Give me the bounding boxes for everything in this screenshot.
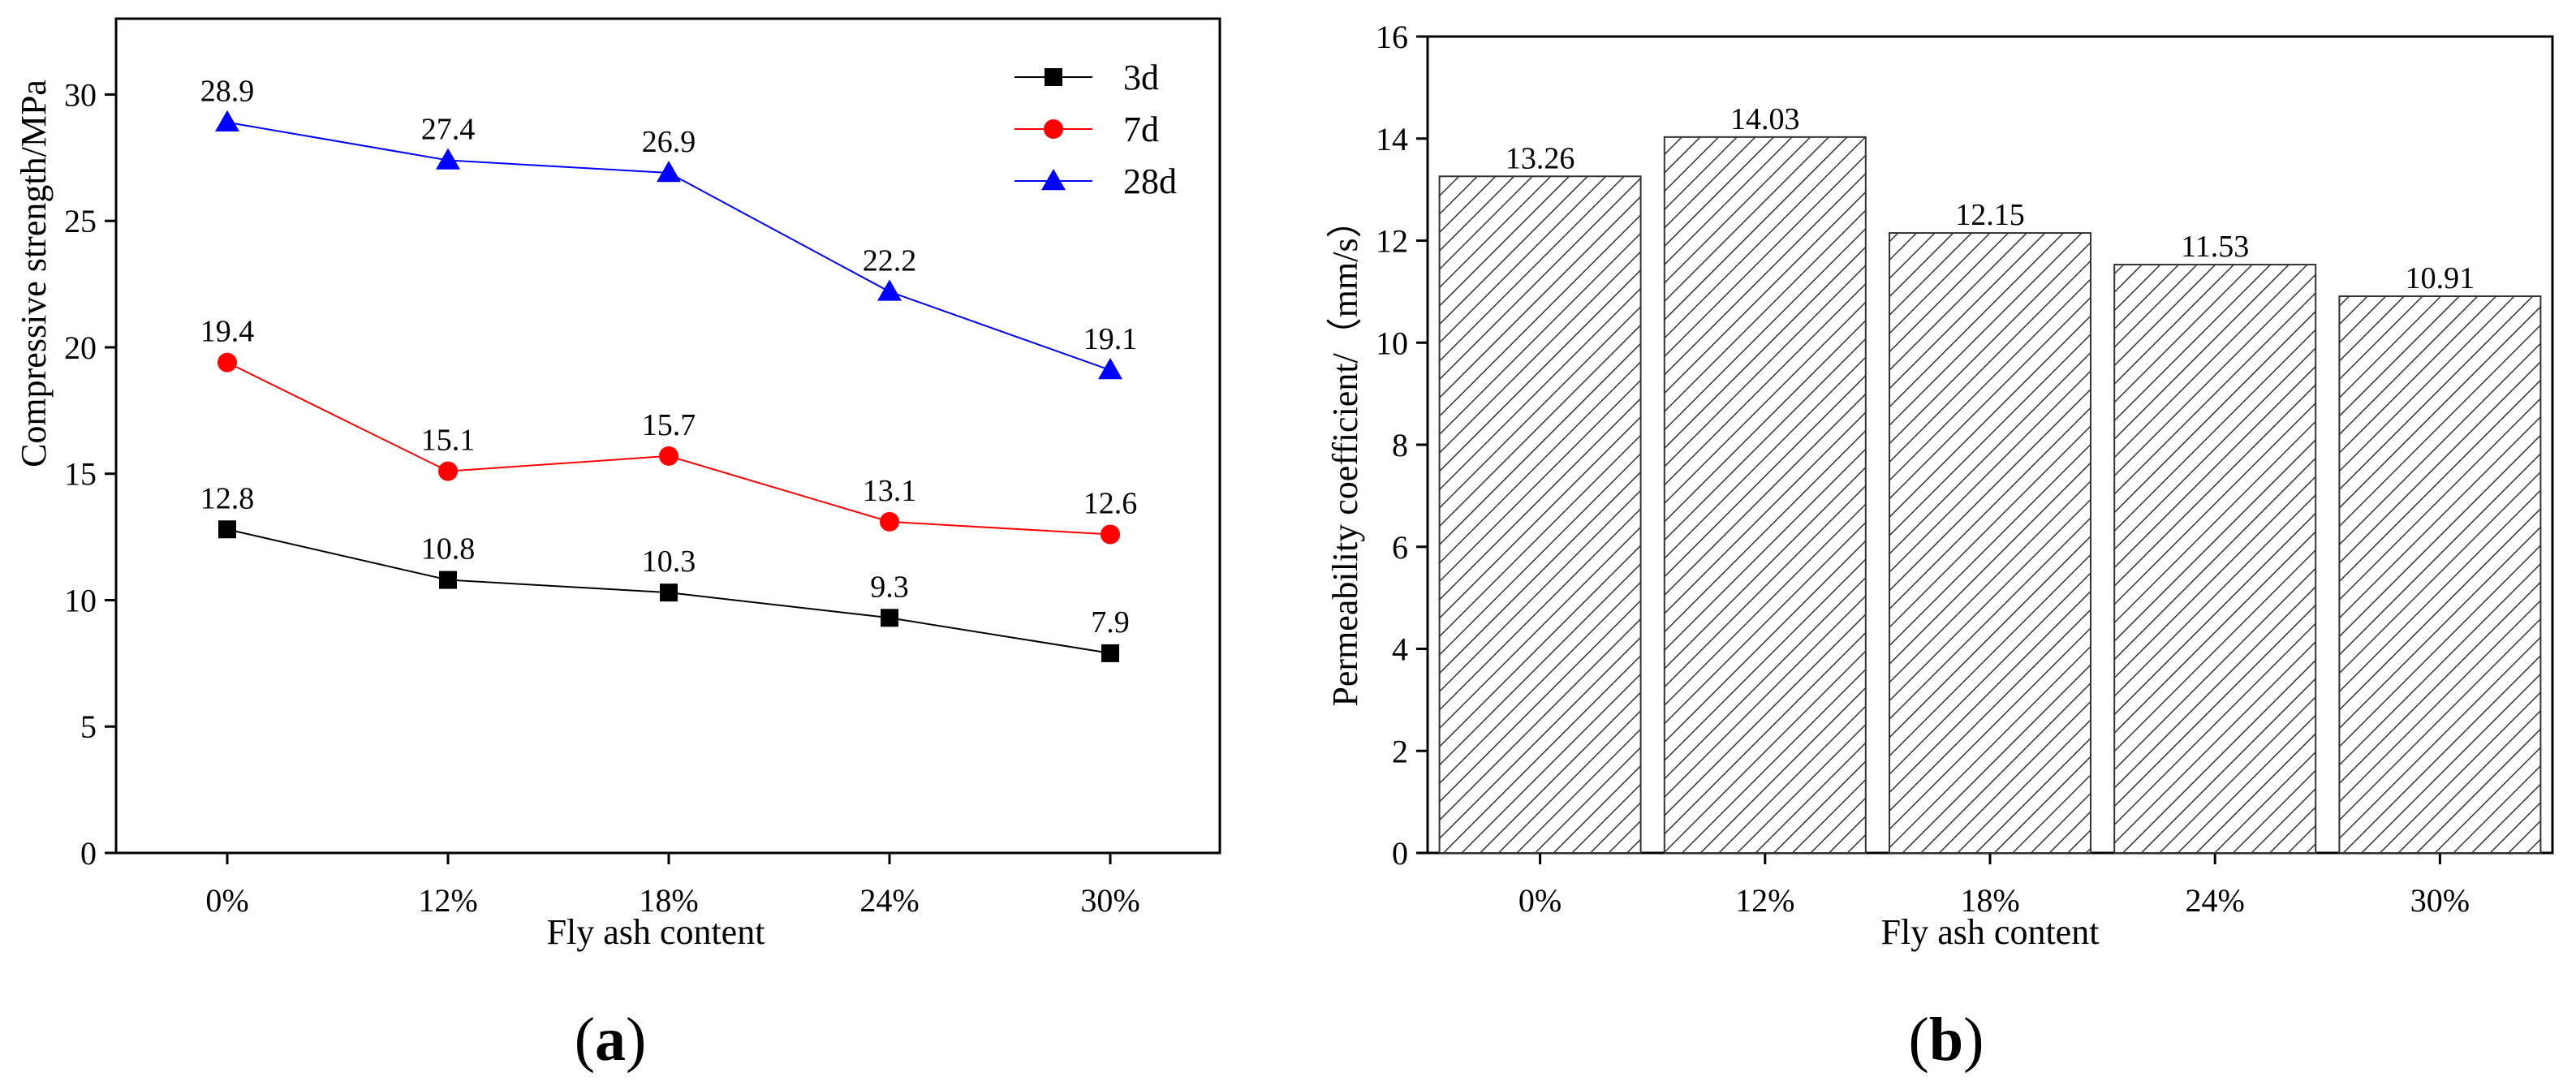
data-label-3d: 9.3 [870,570,909,604]
data-label-3d: 10.8 [421,532,476,566]
x-tick-label: 24% [859,882,919,919]
panel-a-label-letter: a [595,1006,626,1074]
panel-a-legend: 3d 7d 28d [1014,58,1177,201]
panel-b-bars-group: 13.26 14.03 12.15 11.53 10.91 [1438,102,2542,855]
data-label-7d: 19.4 [200,315,255,349]
series-3d: 12.8 10.8 10.3 9.3 7.9 [200,481,1130,662]
data-point-3d [881,609,898,627]
x-tick-label: 12% [418,882,477,919]
data-label-7d: 15.7 [642,408,696,442]
panel-b-label-close: ) [1963,1006,1984,1074]
panel-a-label-open: ( [575,1006,595,1074]
data-point-7d [438,461,458,481]
data-point-7d [218,352,237,373]
panel-a-x-axis: 0% 12% 18% 24% 30% [205,853,1140,919]
series-line-28d [226,121,1111,371]
data-point-7d [880,511,899,532]
y-tick-label: 10 [64,582,97,618]
x-tick-label: 0% [1518,882,1562,919]
y-tick-label: 16 [1376,19,1408,55]
bar-value-label: 12.15 [1955,198,2025,232]
x-tick-label: 30% [2410,882,2470,919]
data-point-3d [218,520,236,539]
panel-a-label-close: ) [626,1006,646,1074]
data-point-3d [660,584,678,602]
panel-a-y-axis-title: Compressive strength/MPa [14,80,54,467]
y-tick-label: 10 [1376,325,1408,361]
bar-18% [1889,232,2091,855]
y-tick-label: 2 [1392,733,1408,769]
panel-a-line-chart: 0 5 10 15 20 25 30 0% 12% 18% 24% 30% 12.8 10.8 10.3… [14,17,1221,1074]
panel-b-label-open: ( [1909,1006,1929,1074]
data-point-28d [657,161,681,183]
bar-12% [1663,136,1867,854]
panel-b-y-axis-title: Permeability coefficient/（mm/s） [1325,202,1365,706]
panel-b-x-axis-title: Fly ash content [1881,912,2100,952]
data-label-3d: 7.9 [1091,605,1130,640]
legend-label-3d: 3d [1123,58,1159,97]
data-label-3d: 10.3 [642,545,696,579]
bar-value-label: 13.26 [1506,141,1575,175]
y-tick-label: 15 [64,456,97,493]
y-tick-label: 4 [1392,631,1408,668]
bar-0% [1438,175,1642,854]
data-label-28d: 22.2 [863,243,917,278]
data-point-28d [1098,358,1122,380]
legend-marker-28d [1041,169,1066,191]
x-tick-label: 18% [1960,882,2019,919]
data-label-3d: 12.8 [200,481,255,515]
bar-value-label: 14.03 [1730,102,1800,136]
data-label-28d: 26.9 [642,125,696,159]
data-point-7d [659,446,678,466]
y-tick-label: 6 [1392,529,1408,566]
panel-a-label: (a) [575,1006,647,1074]
y-tick-label: 30 [64,76,97,113]
legend-label-7d: 7d [1123,110,1159,149]
x-tick-label: 30% [1080,882,1139,919]
y-tick-label: 14 [1376,121,1408,157]
y-tick-label: 0 [1392,835,1408,872]
panel-b-y-axis: 0 2 4 6 8 10 12 14 16 [1376,19,1428,872]
data-label-28d: 28.9 [200,75,255,109]
panel-a-y-axis: 0 5 10 15 20 25 30 [64,76,116,872]
legend-marker-3d [1045,68,1062,86]
data-point-28d [436,148,460,170]
bar-24% [2113,264,2317,854]
data-label-28d: 27.4 [421,112,476,146]
panel-a-x-axis-title: Fly ash content [547,912,765,952]
y-tick-label: 12 [1376,223,1408,260]
data-point-3d [1101,644,1119,662]
panel-b-x-axis: 0% 12% 18% 24% 30% [1518,853,2470,919]
panel-b-label: (b) [1909,1006,1984,1074]
bar-value-label: 11.53 [2181,230,2249,264]
bar-value-label: 10.91 [2406,261,2475,295]
series-28d: 28.9 27.4 26.9 22.2 19.1 [200,75,1138,380]
data-label-7d: 15.1 [421,424,476,458]
y-tick-label: 5 [80,708,97,745]
x-tick-label: 0% [205,882,248,919]
data-point-28d [215,110,239,131]
legend-label-28d: 28d [1123,162,1177,201]
data-label-7d: 13.1 [863,474,917,508]
legend-marker-7d [1044,119,1063,139]
bar-30% [2338,295,2542,854]
y-tick-label: 20 [64,329,97,366]
data-point-3d [439,571,457,589]
data-label-28d: 19.1 [1083,322,1138,356]
panel-b-label-letter: b [1929,1006,1963,1074]
x-tick-label: 24% [2186,882,2245,919]
panel-a-series-group: 12.8 10.8 10.3 9.3 7.9 19.4 15.1 15.7 13.1 12.6 28… [200,75,1138,662]
x-tick-label: 18% [639,882,698,919]
y-tick-label: 8 [1392,427,1408,463]
data-point-7d [1101,524,1120,545]
series-7d: 19.4 15.1 15.7 13.1 12.6 [200,315,1138,545]
x-tick-label: 12% [1735,882,1794,919]
y-tick-label: 25 [64,203,97,239]
data-label-7d: 12.6 [1083,486,1138,520]
data-point-28d [877,279,902,301]
y-tick-label: 0 [80,835,97,872]
